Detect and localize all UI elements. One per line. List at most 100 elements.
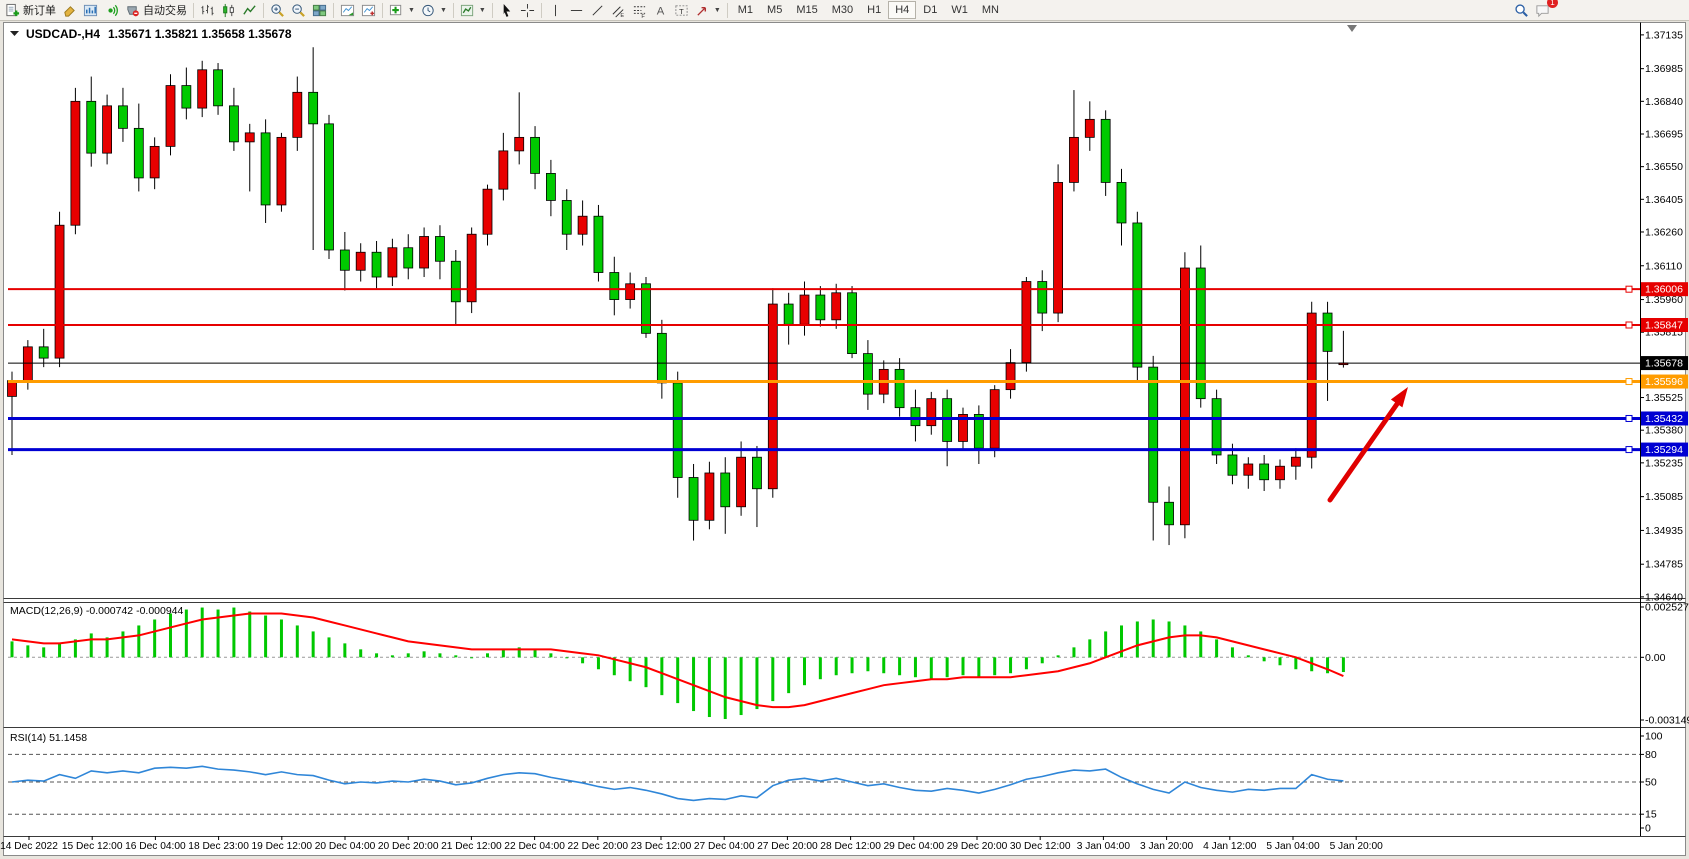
candle <box>641 283 651 334</box>
template-chart-button[interactable] <box>358 1 379 20</box>
text-label-button[interactable]: T <box>671 1 692 20</box>
bar-chart-button[interactable] <box>197 1 218 20</box>
svg-text:1.36840: 1.36840 <box>1645 96 1683 108</box>
separator <box>726 2 728 18</box>
macd-histogram-bar <box>1278 657 1282 666</box>
profile-chart-icon <box>340 4 355 16</box>
signal-button[interactable] <box>101 1 122 20</box>
arrow-annotation[interactable] <box>1327 387 1408 503</box>
vline-button[interactable] <box>545 1 566 20</box>
candle <box>593 215 604 273</box>
timeframe-button-m1[interactable]: M1 <box>737 4 754 16</box>
autotrading-button[interactable]: 自动交易 <box>122 1 190 20</box>
macd-histogram-bar <box>486 653 489 658</box>
timeframe-button-h4[interactable]: H4 <box>888 1 917 19</box>
line-chart-button[interactable] <box>239 1 260 20</box>
svg-text:1.35085: 1.35085 <box>1645 491 1683 503</box>
candle <box>1116 182 1127 224</box>
signal-icon <box>108 4 118 16</box>
svg-text:1.34640: 1.34640 <box>1645 591 1683 603</box>
rsi-indicator-label: RSI(14) 51.1458 <box>10 732 87 744</box>
zoom-in-button[interactable] <box>267 1 288 20</box>
line-chart-icon <box>243 4 256 15</box>
crosshair-icon <box>520 3 534 17</box>
chart-symbol-title: USDCAD-,H4 <box>26 27 100 41</box>
text-button[interactable]: A <box>650 1 671 20</box>
svg-text:F: F <box>641 14 645 18</box>
tile-windows-button[interactable] <box>309 1 330 20</box>
profile-chart-button[interactable] <box>337 1 358 20</box>
macd-histogram-bar <box>787 657 791 694</box>
fibonacci-icon: F <box>633 5 645 18</box>
cursor-button[interactable] <box>496 1 517 20</box>
candle <box>339 249 350 271</box>
candle <box>213 69 223 107</box>
candle <box>767 303 778 490</box>
eraser-button[interactable] <box>59 1 80 20</box>
zoom-out-button[interactable] <box>288 1 309 20</box>
market-chart-icon <box>83 4 98 16</box>
macd-histogram-bar <box>1088 639 1092 658</box>
period-clock-button[interactable]: ▼ <box>418 1 450 20</box>
indicators-button[interactable]: ▼ <box>457 1 489 20</box>
macd-histogram-bar <box>1024 657 1028 670</box>
macd-signal-line <box>11 612 1344 709</box>
new-order-label: 新订单 <box>23 5 56 17</box>
macd-histogram-bar <box>1009 657 1013 674</box>
channel-button[interactable]: E <box>608 1 629 20</box>
macd-histogram-bar <box>121 631 125 658</box>
macd-histogram-bar <box>216 609 220 658</box>
candle <box>466 233 477 303</box>
candle <box>260 132 271 206</box>
chart-generated-layers: 1.37135 1.36985 1.36840 1.36695 1.36550 1.364… <box>0 22 1689 856</box>
timeframe-button-w1[interactable]: W1 <box>951 4 968 16</box>
channel-icon: E <box>612 5 624 18</box>
chevron-down-icon: ▼ <box>478 6 486 14</box>
macd-histogram-bar <box>327 637 331 658</box>
timeframe-button-h1[interactable]: H1 <box>867 4 882 16</box>
macd-histogram-bar <box>707 657 711 718</box>
macd-histogram-bar <box>58 643 62 658</box>
search-button[interactable] <box>1511 1 1532 20</box>
new-order-button[interactable]: 新订单 <box>2 1 59 20</box>
chart-shift-marker <box>1347 25 1357 32</box>
time-axis-label: 30 Dec 12:00 <box>1010 841 1071 852</box>
market-chart-button[interactable] <box>80 1 101 20</box>
macd-histogram-bar <box>882 657 886 674</box>
macd-histogram-bar <box>1262 657 1266 662</box>
timeframe-button-m15[interactable]: M15 <box>796 4 818 16</box>
macd-histogram-bar <box>565 657 569 659</box>
hline-button[interactable] <box>566 1 587 20</box>
shapes-button[interactable]: ▼ <box>692 1 724 20</box>
timeframe-button-m30[interactable]: M30 <box>831 4 854 16</box>
candle <box>276 136 287 206</box>
timeframe-button-d1[interactable]: D1 <box>923 4 938 16</box>
candle-chart-button[interactable] <box>218 1 239 20</box>
svg-text:1.35847: 1.35847 <box>1645 320 1683 332</box>
candle <box>942 398 953 442</box>
time-axis-label: 3 Jan 20:00 <box>1140 841 1194 852</box>
macd-histogram-bar <box>1230 647 1234 658</box>
add-chart-button[interactable]: ▼ <box>386 1 418 20</box>
svg-text:1.36110: 1.36110 <box>1645 260 1682 272</box>
candle <box>197 69 208 109</box>
candle <box>118 105 128 129</box>
macd-histogram-bar <box>42 647 46 658</box>
timeframe-button-m5[interactable]: M5 <box>767 4 783 16</box>
separator <box>491 2 493 18</box>
candle <box>894 368 905 409</box>
shift-marker <box>1347 25 1357 32</box>
trendline-button[interactable] <box>587 1 608 20</box>
macd-histogram-bar <box>723 657 727 720</box>
macd-histogram-bar <box>945 657 949 678</box>
eraser-icon <box>64 5 75 17</box>
collapse-caret-icon[interactable] <box>10 31 19 36</box>
timeframe-button-mn[interactable]: MN <box>981 4 999 16</box>
svg-text:0.00: 0.00 <box>1645 652 1666 664</box>
notifications-button[interactable]: 1 <box>1532 0 1558 20</box>
chart-ohlc-values: 1.35671 1.35821 1.35658 1.35678 <box>108 27 292 41</box>
crosshair-button[interactable] <box>517 1 538 20</box>
fibonacci-button[interactable]: F <box>629 1 650 20</box>
toolbar: 新订单 自动交易 <box>0 0 1689 21</box>
